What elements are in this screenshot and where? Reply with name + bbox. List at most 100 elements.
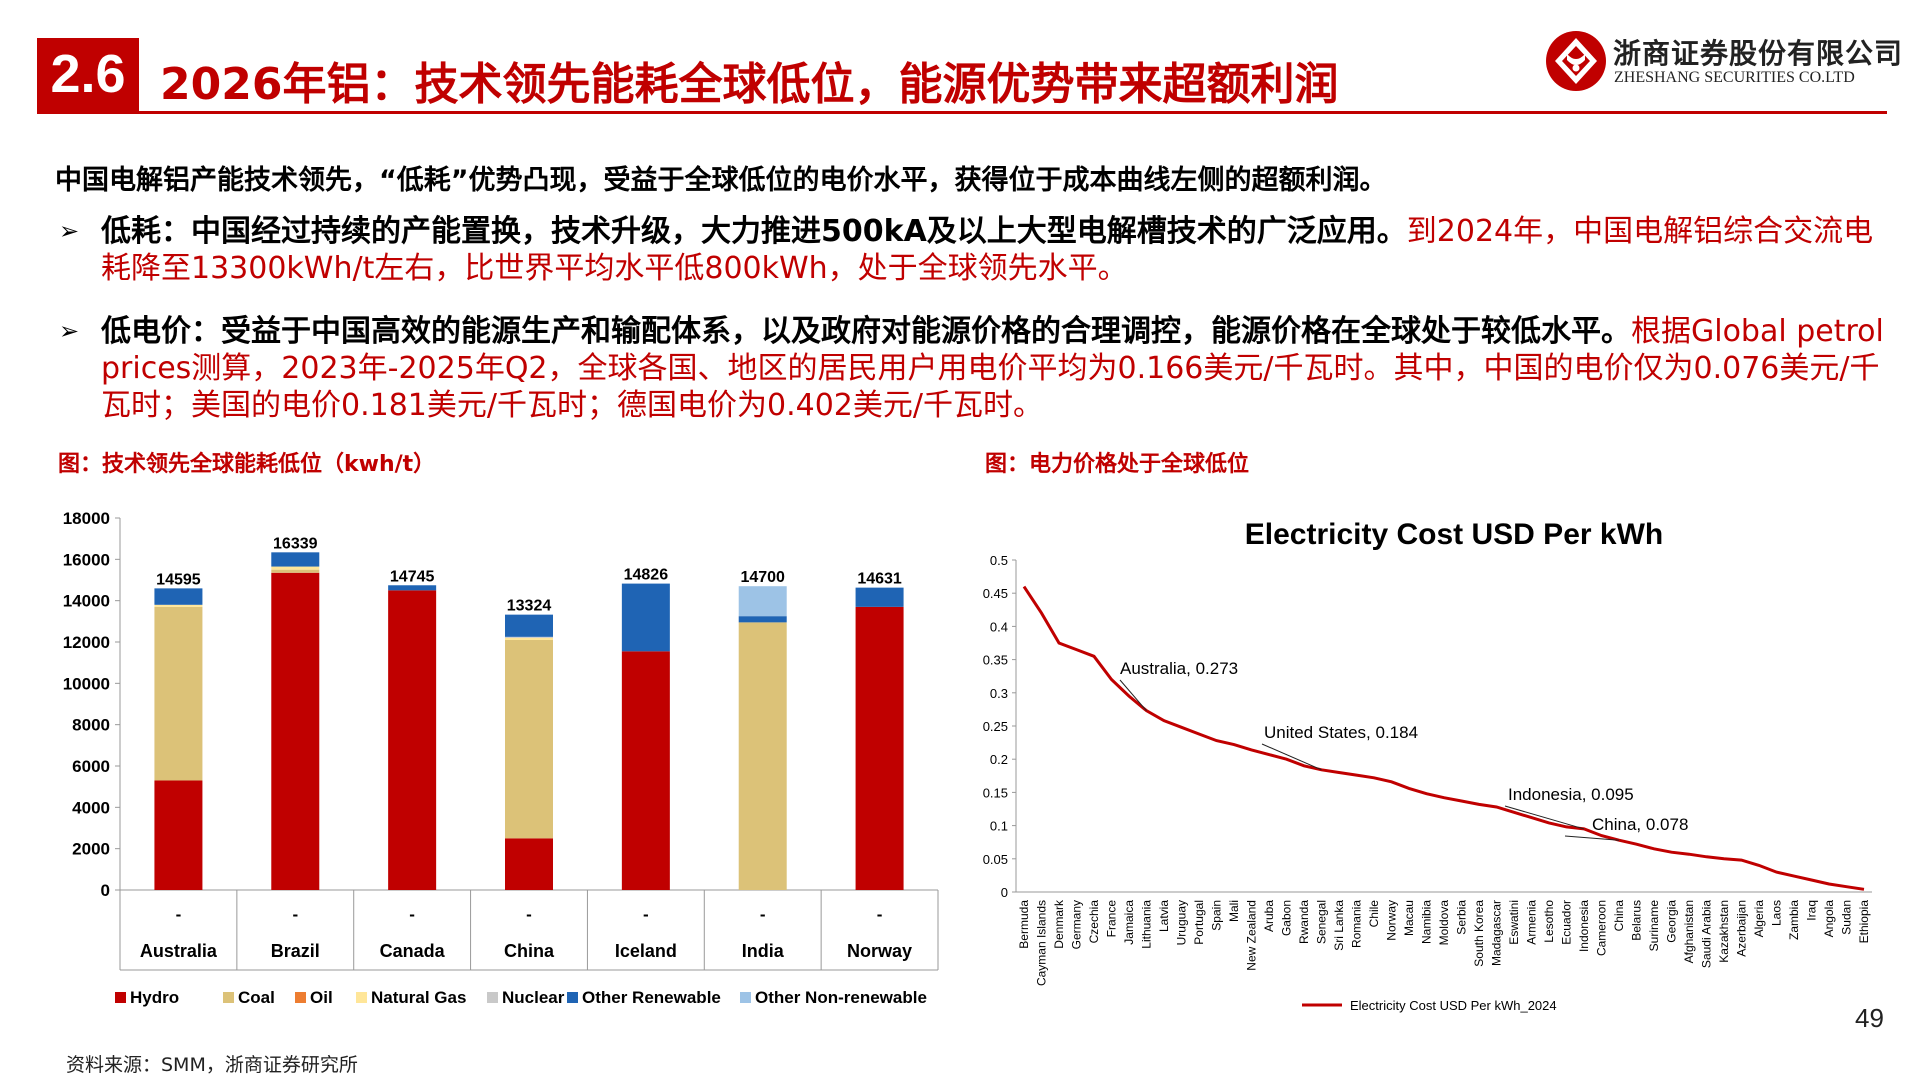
bar-segment-coal <box>271 569 320 573</box>
x-tick-label: Ecuador <box>1560 900 1574 945</box>
bar-segment-hydro <box>271 572 320 890</box>
legend-label: Nuclear <box>502 988 565 1007</box>
legend-swatch <box>567 992 578 1003</box>
bar-segment-natural-gas <box>154 604 203 607</box>
bar-segment-coal <box>505 639 553 839</box>
x-tick-label: Lithuania <box>1140 900 1154 949</box>
legend-swatch <box>740 992 751 1003</box>
y-tick-label: 0.2 <box>990 752 1008 767</box>
bar-segment-other-renewable <box>505 614 553 637</box>
category-label: Brazil <box>271 941 320 961</box>
bar-segment-other-renewable <box>388 585 437 591</box>
x-tick-label: Azerbaijan <box>1735 900 1749 957</box>
x-tick-label: Saudi Arabia <box>1700 900 1714 968</box>
legend-label: Hydro <box>130 988 179 1007</box>
annotation-label: United States, 0.184 <box>1264 723 1418 742</box>
x-tick-label: Senegal <box>1315 900 1329 944</box>
source-note: 资料来源：SMM，浙商证券研究所 <box>66 1054 358 1076</box>
y-tick-label: 0.5 <box>990 553 1008 568</box>
title-divider <box>37 111 1887 114</box>
bar-segment-other-renewable <box>621 583 670 652</box>
bullet-low-energy: ➢ 低耗：中国经过持续的产能置换，技术升级，大力推进500kA及以上大型电解槽技… <box>55 213 1885 287</box>
bar-segment-other-renewable <box>855 587 904 607</box>
logo-english-name: ZHESHANG SECURITIES CO.LTD <box>1614 69 1855 86</box>
legend-label: Other Non-renewable <box>755 988 927 1007</box>
bullet-red-text: 到2024年，中国电解铝综合交流电耗降至13300kWh/t左右，比世界平均水平… <box>101 214 1874 286</box>
y-tick-label: 18000 <box>63 509 110 528</box>
lead-sentence: 中国电解铝产能技术领先，“低耗”优势凸现，受益于全球低位的电价水平，获得位于成本… <box>55 165 1387 196</box>
x-tick-label: Sudan <box>1840 900 1854 935</box>
x-tick-label: Cayman Islands <box>1035 900 1049 986</box>
bullet-low-price: ➢ 低电价：受益于中国高效的能源生产和输配体系，以及政府对能源价格的合理调控，能… <box>55 313 1885 424</box>
y-tick-label: 0.05 <box>983 852 1008 867</box>
x-tick-label: Spain <box>1210 900 1224 931</box>
x-tick-label: Norway <box>1385 900 1399 941</box>
legend-swatch <box>356 992 367 1003</box>
bar-total-label: 14700 <box>740 569 785 586</box>
line-chart-title: Electricity Cost USD Per kWh <box>1245 518 1663 551</box>
category-sublabel: - <box>292 905 298 924</box>
category-label: Norway <box>847 941 912 961</box>
x-tick-label: Belarus <box>1630 900 1644 941</box>
x-tick-label: Portugal <box>1192 900 1206 945</box>
y-tick-label: 0.25 <box>983 719 1008 734</box>
bar-segment-natural-gas <box>271 566 320 570</box>
x-tick-label: Madagascar <box>1490 900 1504 966</box>
x-tick-label: Eswatini <box>1507 900 1521 945</box>
x-tick-label: Mali <box>1227 900 1241 922</box>
x-tick-label: Uruguay <box>1175 900 1189 945</box>
x-tick-label: Romania <box>1350 900 1364 948</box>
y-tick-label: 16000 <box>63 550 110 569</box>
bar-segment-other-renewable <box>738 616 787 623</box>
legend-label: Oil <box>310 988 333 1007</box>
x-tick-label: Czechia <box>1087 900 1101 944</box>
bar-total-label: 14631 <box>857 571 902 588</box>
company-logo: 浙商证券股份有限公司 ZHESHANG SECURITIES CO.LTD <box>1545 30 1905 92</box>
y-tick-label: 8000 <box>72 716 110 735</box>
page-number: 49 <box>1855 1003 1884 1033</box>
bullet-bold-text: 低耗：中国经过持续的产能置换，技术升级，大力推进500kA及以上大型电解槽技术的… <box>101 214 1407 249</box>
x-tick-label: Gabon <box>1280 900 1294 936</box>
x-tick-label: Serbia <box>1455 900 1469 935</box>
legend-swatch <box>223 992 234 1003</box>
y-tick-label: 0 <box>101 881 110 900</box>
x-tick-label: Moldova <box>1437 900 1451 946</box>
y-tick-label: 0.45 <box>983 586 1008 601</box>
bar-segment-hydro <box>505 838 553 890</box>
bar-total-label: 14595 <box>156 571 201 588</box>
category-sublabel: - <box>760 905 766 924</box>
bar-segment-nuclear <box>505 636 553 638</box>
x-tick-label: Bermuda <box>1017 900 1031 949</box>
slide-title: 2026年铝：技术领先能耗全球低位，能源优势带来超额利润 <box>160 59 1339 110</box>
category-label: Iceland <box>615 941 677 961</box>
bullet-red-text: 根据Global petrol prices测算，2023年-2025年Q2，全… <box>101 314 1884 423</box>
category-sublabel: - <box>643 905 649 924</box>
bar-segment-other-renewable <box>271 552 320 567</box>
category-sublabel: - <box>409 905 415 924</box>
category-sublabel: - <box>877 905 883 924</box>
annotation-label: Indonesia, 0.095 <box>1508 785 1634 804</box>
y-tick-label: 4000 <box>72 798 110 817</box>
legend-label: Electricity Cost USD Per kWh_2024 <box>1350 998 1557 1013</box>
bar-total-label: 16339 <box>273 535 318 552</box>
x-tick-label: South Korea <box>1472 900 1486 967</box>
x-tick-label: Iraq <box>1805 900 1819 921</box>
right-figure-caption: 图：电力价格处于全球低位 <box>985 452 1250 477</box>
x-tick-label: Armenia <box>1525 900 1539 945</box>
annotation-leader <box>1119 679 1147 712</box>
electricity-cost-line-chart: Electricity Cost USD Per kWh 0 0.05 0.1 0.15… <box>983 518 1872 1013</box>
x-tick-label: China <box>1612 900 1626 932</box>
category-label: India <box>742 941 785 961</box>
legend-swatch <box>487 992 498 1003</box>
bar-total-label: 14826 <box>624 567 669 584</box>
section-number-badge: 2.6 <box>37 38 139 111</box>
legend-swatch <box>115 992 126 1003</box>
y-tick-label: 10000 <box>63 674 110 693</box>
bar-total-label: 13324 <box>507 598 552 615</box>
bar-segment-hydro <box>855 606 904 890</box>
legend-label: Natural Gas <box>371 988 466 1007</box>
x-tick-label: Ethiopia <box>1857 900 1871 944</box>
bar-segment-natural-gas <box>505 637 553 640</box>
x-tick-label: Jamaica <box>1122 900 1136 945</box>
x-tick-label: France <box>1105 900 1119 938</box>
